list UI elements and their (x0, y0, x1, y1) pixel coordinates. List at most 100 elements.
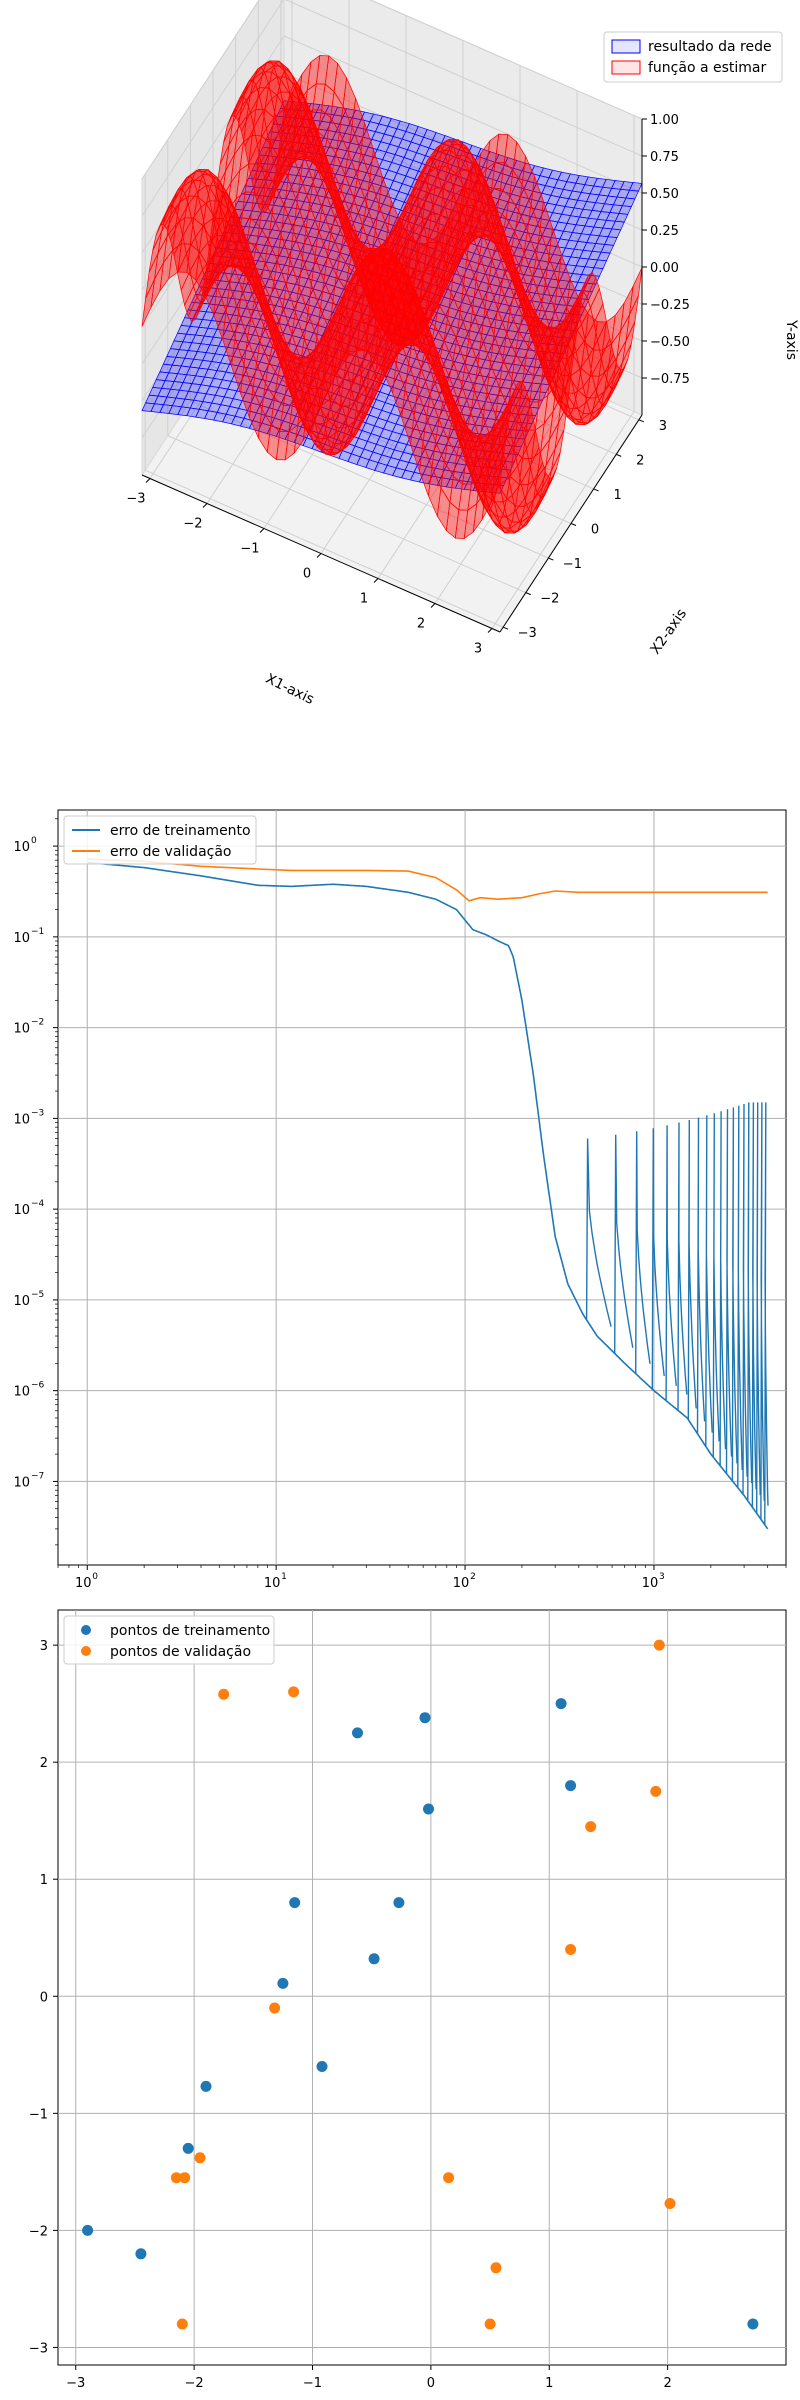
validation-point (176, 2318, 188, 2330)
loss-x-tick-label: 10 (453, 1576, 470, 1591)
scatter-legend-marker-val (81, 1646, 91, 1656)
legend-swatch-target (611, 60, 641, 75)
back-gridline (285, 0, 643, 157)
x1-tick-label: −3 (126, 492, 145, 507)
loss-y-tick-exponent: −6 (31, 1381, 45, 1391)
floor-gridline (212, 366, 572, 524)
scatter-y-tick-label: 1 (40, 1873, 48, 1888)
training-point (200, 2080, 212, 2092)
side-gridline (141, 0, 260, 180)
scatter-legend-marker-train (81, 1625, 91, 1635)
y-axis-label: Y-axis (783, 319, 799, 360)
loss-x-tick-label: 10 (75, 1576, 92, 1591)
scatter-x-tick-label: 2 (663, 2376, 671, 2391)
x1-axis-label: X1-axis (263, 671, 316, 708)
x2-tick-label: 1 (613, 488, 621, 503)
training-point (82, 2224, 94, 2236)
scatter-chart: −3 −2 −1 0 1 2 −3 −2 −1 0 1 2 3 pontos de treinament… (29, 1609, 787, 2391)
scatter-x-tick-label: 1 (545, 2376, 553, 2391)
y-tick-label: −0.50 (650, 335, 690, 350)
loss-x-tick-exponent: 0 (92, 1572, 98, 1582)
x1-tick-label: 0 (303, 567, 311, 582)
x2-axis-tick (616, 453, 622, 457)
loss-legend: erro de treinamento erro de validação (63, 815, 257, 865)
x2-tick-label: −1 (563, 557, 582, 572)
x1-tick-label: 1 (360, 592, 368, 607)
loss-y-tick-exponent: −2 (31, 1018, 44, 1028)
x2-tick-label: −3 (518, 626, 537, 641)
training-point (393, 1897, 405, 1909)
back-gridline (283, 146, 643, 305)
validation-point (194, 2152, 206, 2164)
y-tick-label: −0.25 (650, 298, 690, 313)
loss-y-tick-exponent: −5 (31, 1290, 44, 1300)
legend-label-target: função a estimar (648, 60, 766, 76)
loss-y-tick-label: 10 (13, 1203, 30, 1218)
loss-y-tick-label: 10 (13, 931, 30, 946)
loss-y-tick-label: 10 (13, 1112, 30, 1127)
x2-axis-tick (638, 419, 645, 423)
x1-tick-label: 3 (474, 642, 482, 657)
x2-tick-label: −2 (540, 592, 559, 607)
scatter-plot-area (57, 1609, 787, 2366)
y-tick-label: 1.00 (650, 113, 679, 128)
loss-y-tick-label: 10 (13, 1475, 30, 1490)
scatter-x-tick-label: −3 (66, 2376, 85, 2391)
side-gridline (141, 220, 285, 439)
legend-3d: resultado da rede função a estimar (603, 31, 783, 83)
legend-label-network: resultado da rede (648, 39, 772, 55)
validation-point (664, 2198, 676, 2209)
scatter-y-tick-label: 3 (40, 1639, 48, 1654)
validation-point (585, 1821, 597, 1833)
scatter-y-tick-label: 0 (40, 1990, 48, 2005)
back-gridline (283, 35, 643, 194)
side-gridline (141, 72, 285, 291)
training-point (423, 1803, 434, 1815)
surface-3d-chart: −3 −2 −1 0 1 2 3 −3 −2 −1 0 1 2 3 −0.75 −0.50 −0.25 0.00 0… (126, 0, 799, 708)
scatter-y-tick-label: −3 (29, 2341, 48, 2356)
loss-x-tick-label: 10 (642, 1576, 659, 1591)
validation-point (490, 2262, 502, 2274)
x2-axis-tick (525, 592, 531, 596)
scatter-y-tick-label: 2 (40, 1756, 48, 1771)
scatter-x-tick-label: −1 (303, 2376, 322, 2391)
side-gridline (141, 0, 284, 217)
scatter-legend: pontos de treinamento pontos de validaçã… (63, 1615, 275, 1665)
y-tick-label: −0.75 (650, 372, 690, 387)
loss-plot-area (57, 809, 787, 1566)
loss-y-tick-exponent: −7 (31, 1471, 44, 1481)
floor-gridline (144, 469, 504, 628)
validation-point (650, 1785, 662, 1797)
validation-point (288, 1686, 300, 1698)
validation-point (565, 1944, 577, 1955)
training-point (419, 1712, 431, 1724)
y-tick-label: 0.25 (650, 224, 679, 239)
x1-axis-tick (430, 603, 436, 608)
legend-swatch-network (611, 39, 641, 54)
x2-axis-tick (570, 523, 577, 526)
loss-y-tick-label: 10 (13, 1022, 30, 1037)
loss-legend-label-train: erro de treinamento (110, 823, 251, 839)
training-point (352, 1727, 363, 1739)
loss-x-tick-label: 10 (264, 1576, 281, 1591)
training-point (277, 1977, 289, 1989)
x1-axis-tick (145, 478, 151, 483)
loss-x-tick-exponent: 2 (470, 1572, 476, 1582)
x2-axis-tick (502, 626, 509, 630)
training-point (289, 1897, 301, 1909)
loss-y-tick-exponent: −3 (31, 1108, 44, 1118)
x1-tick-label: 2 (417, 617, 425, 632)
x2-tick-label: 2 (636, 453, 644, 468)
training-point (316, 2061, 328, 2072)
loss-y-tick-exponent: −1 (31, 927, 44, 937)
loss-x-tick-exponent: 1 (281, 1572, 287, 1582)
validation-point (218, 1688, 230, 1700)
x1-tick-label: −2 (183, 517, 202, 532)
x2-axis-tick (548, 557, 554, 561)
x1-axis-tick (202, 503, 208, 508)
x1-axis-tick (487, 628, 493, 633)
x1-axis-tick (316, 553, 322, 558)
y-tick-label: 0.75 (650, 150, 679, 165)
loss-curve-chart: 10 0 10 1 10 2 10 310 010 −110 −210 −310 −410 −510 −61… (13, 809, 787, 1591)
x2-tick-label: 3 (659, 419, 667, 434)
